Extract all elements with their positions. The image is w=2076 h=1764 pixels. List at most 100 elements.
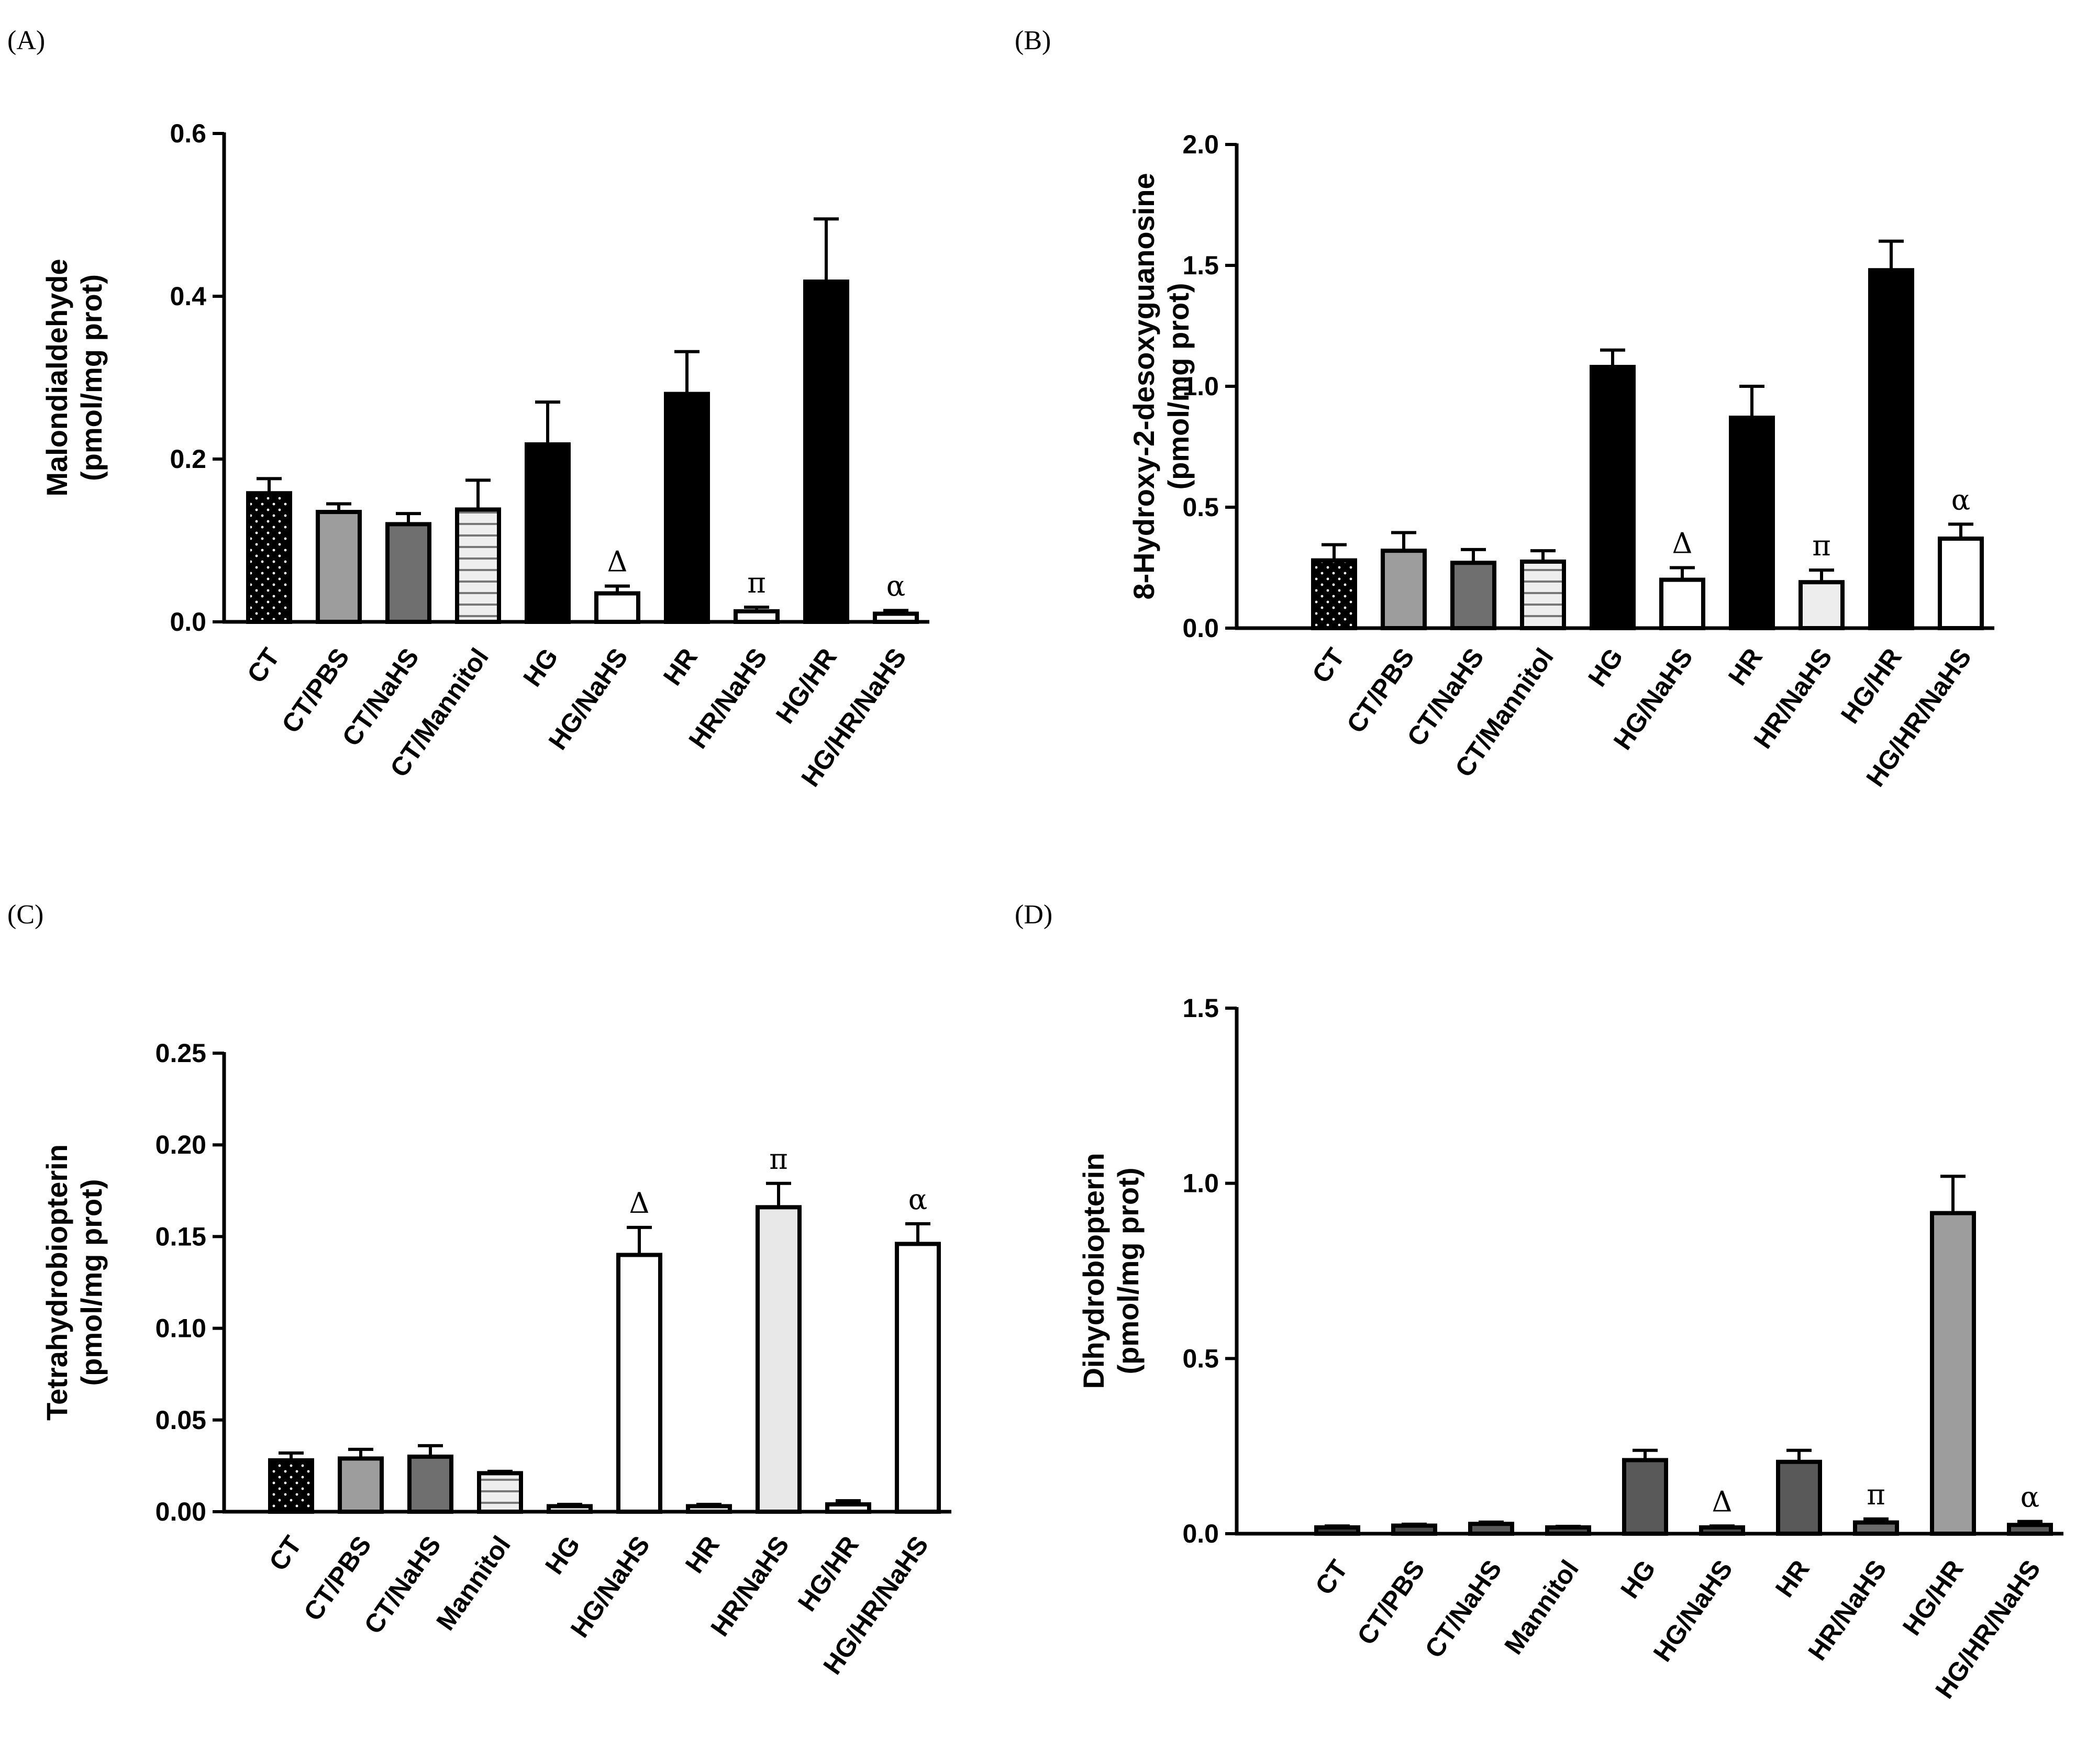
- bar-d: [1622, 1458, 1668, 1536]
- y-tick-label-a: 0.6: [170, 119, 206, 148]
- x-tick-label-c: CT: [263, 1531, 307, 1576]
- x-tick-label-d: CT/PBS: [1351, 1555, 1430, 1650]
- bar-a: [316, 510, 362, 624]
- bar-d: [1776, 1459, 1822, 1536]
- bar-b: [1659, 577, 1705, 630]
- bar-a: [246, 491, 292, 624]
- x-tick-label-d: HG: [1615, 1555, 1661, 1604]
- y-tick-label-b: 1.0: [1182, 372, 1219, 401]
- bar-a: [594, 591, 640, 624]
- x-tick-label-d: HR/NaHS: [1802, 1555, 1892, 1666]
- x-tick-label-a: HG/HR: [770, 643, 842, 729]
- y-tick-label-b: 1.5: [1182, 251, 1219, 280]
- y-tick-label-b: 0.0: [1182, 613, 1219, 643]
- bar-b: [1938, 537, 1984, 631]
- bar-b: [1450, 561, 1496, 631]
- bar-c: [825, 1502, 871, 1514]
- y-tick-label-b: 0.5: [1182, 493, 1219, 522]
- bar-d: [1468, 1522, 1514, 1536]
- bar-d: [1314, 1525, 1360, 1536]
- x-tick-label-c: HG/HR: [792, 1531, 864, 1616]
- panel-label-c: (C): [7, 900, 43, 930]
- panel-label-b: (B): [1015, 26, 1051, 55]
- bar-a: [803, 280, 849, 624]
- bar-d: [2007, 1523, 2053, 1536]
- x-tick-label-a: CT: [241, 643, 285, 688]
- x-tick-label-a: HG: [517, 643, 564, 692]
- y-tick-label-d: 1.0: [1182, 1169, 1219, 1198]
- significance-mark-a: α: [886, 570, 905, 602]
- y-axis-title-d: (pmol/mg prot): [1112, 1167, 1145, 1374]
- x-tick-label-b: CT/PBS: [1341, 643, 1420, 738]
- bar-c: [756, 1205, 802, 1514]
- x-tick-label-a: HR: [658, 643, 703, 690]
- y-axis-title-d: Dihydrobiopterin: [1077, 1153, 1110, 1389]
- y-tick-label-a: 0.2: [170, 444, 206, 474]
- bar-c: [686, 1504, 732, 1514]
- bar-d: [1391, 1523, 1437, 1536]
- significance-mark-a: Δ: [607, 545, 628, 578]
- x-tick-label-d: HG/HR: [1897, 1555, 1969, 1640]
- bar-c: [407, 1454, 453, 1514]
- x-tick-label-b: HR: [1723, 643, 1768, 690]
- y-tick-label-b: 2.0: [1182, 130, 1219, 159]
- significance-mark-b: π: [1812, 529, 1831, 562]
- x-tick-label-d: HR: [1770, 1555, 1815, 1602]
- x-tick-label-c: HR: [680, 1531, 725, 1578]
- bar-c: [477, 1471, 523, 1514]
- x-tick-label-a: CT/PBS: [276, 643, 355, 738]
- bar-c: [338, 1456, 384, 1514]
- y-axis-title-c: (pmol/mg prot): [75, 1179, 108, 1386]
- y-tick-label-c: 0.25: [156, 1039, 206, 1068]
- significance-mark-b: Δ: [1672, 527, 1693, 560]
- y-tick-label-c: 0.10: [156, 1314, 206, 1343]
- bar-d: [1930, 1211, 1976, 1536]
- x-tick-label-b: HG/HR: [1835, 643, 1907, 729]
- bar-d: [1545, 1525, 1591, 1536]
- y-tick-label-a: 0.4: [170, 282, 206, 311]
- x-tick-label-b: CT: [1306, 643, 1350, 688]
- significance-mark-c: π: [769, 1143, 788, 1176]
- bar-a: [734, 609, 780, 624]
- y-axis-title-a: Malondialdehyde: [40, 259, 73, 496]
- significance-mark-d: Δ: [1712, 1485, 1733, 1518]
- bar-c: [547, 1504, 593, 1514]
- bar-b: [1311, 558, 1357, 631]
- significance-mark-c: α: [908, 1183, 927, 1216]
- y-axis-title-a: (pmol/mg prot): [75, 274, 108, 481]
- bar-a: [525, 442, 571, 624]
- y-tick-label-d: 0.0: [1182, 1519, 1219, 1548]
- bar-c: [268, 1458, 314, 1514]
- x-tick-label-d: CT/NaHS: [1419, 1555, 1507, 1663]
- bar-c: [616, 1253, 662, 1514]
- y-axis-title-b: (pmol/mg prot): [1162, 283, 1195, 489]
- bar-b: [1381, 549, 1427, 631]
- y-tick-label-c: 0.20: [156, 1130, 206, 1159]
- bar-c: [895, 1242, 941, 1514]
- x-tick-label-c: HG: [539, 1531, 586, 1580]
- bar-b: [1520, 559, 1566, 630]
- significance-mark-c: Δ: [629, 1187, 650, 1220]
- bar-b: [1590, 365, 1636, 630]
- significance-mark-a: π: [747, 566, 766, 599]
- y-tick-label-d: 1.5: [1182, 993, 1219, 1023]
- bar-d: [1699, 1525, 1745, 1536]
- chart-panel-d: (D) 0.0 0.5 1.0 1.5 Dihydrobiopterin (pmol/mg…: [1015, 900, 2063, 1704]
- x-tick-label-b: HG: [1582, 643, 1629, 692]
- chart-panel-b: (B) 0.0 0.5 1.0 1.5 2.0 8-Hydroxy-2-desoxygua…: [1015, 26, 1994, 792]
- significance-mark-b: α: [1951, 483, 1970, 516]
- x-tick-label-d: CT: [1309, 1555, 1353, 1600]
- bar-d: [1853, 1520, 1899, 1536]
- x-tick-label-c: CT/PBS: [298, 1531, 377, 1626]
- bar-b: [1799, 580, 1845, 630]
- y-axis-title-b: 8-Hydroxy-2-desoxyguanosine: [1127, 173, 1160, 599]
- y-tick-label-c: 0.00: [156, 1497, 206, 1526]
- y-axis-title-c: Tetrahydrobiopterin: [40, 1144, 73, 1421]
- panel-label-a: (A): [7, 26, 45, 55]
- y-tick-label-c: 0.05: [156, 1405, 206, 1435]
- x-tick-label-d: Mannitol: [1498, 1555, 1584, 1659]
- y-tick-label-a: 0.0: [170, 607, 206, 637]
- significance-mark-d: π: [1867, 1478, 1885, 1511]
- y-tick-label-d: 0.5: [1182, 1344, 1219, 1373]
